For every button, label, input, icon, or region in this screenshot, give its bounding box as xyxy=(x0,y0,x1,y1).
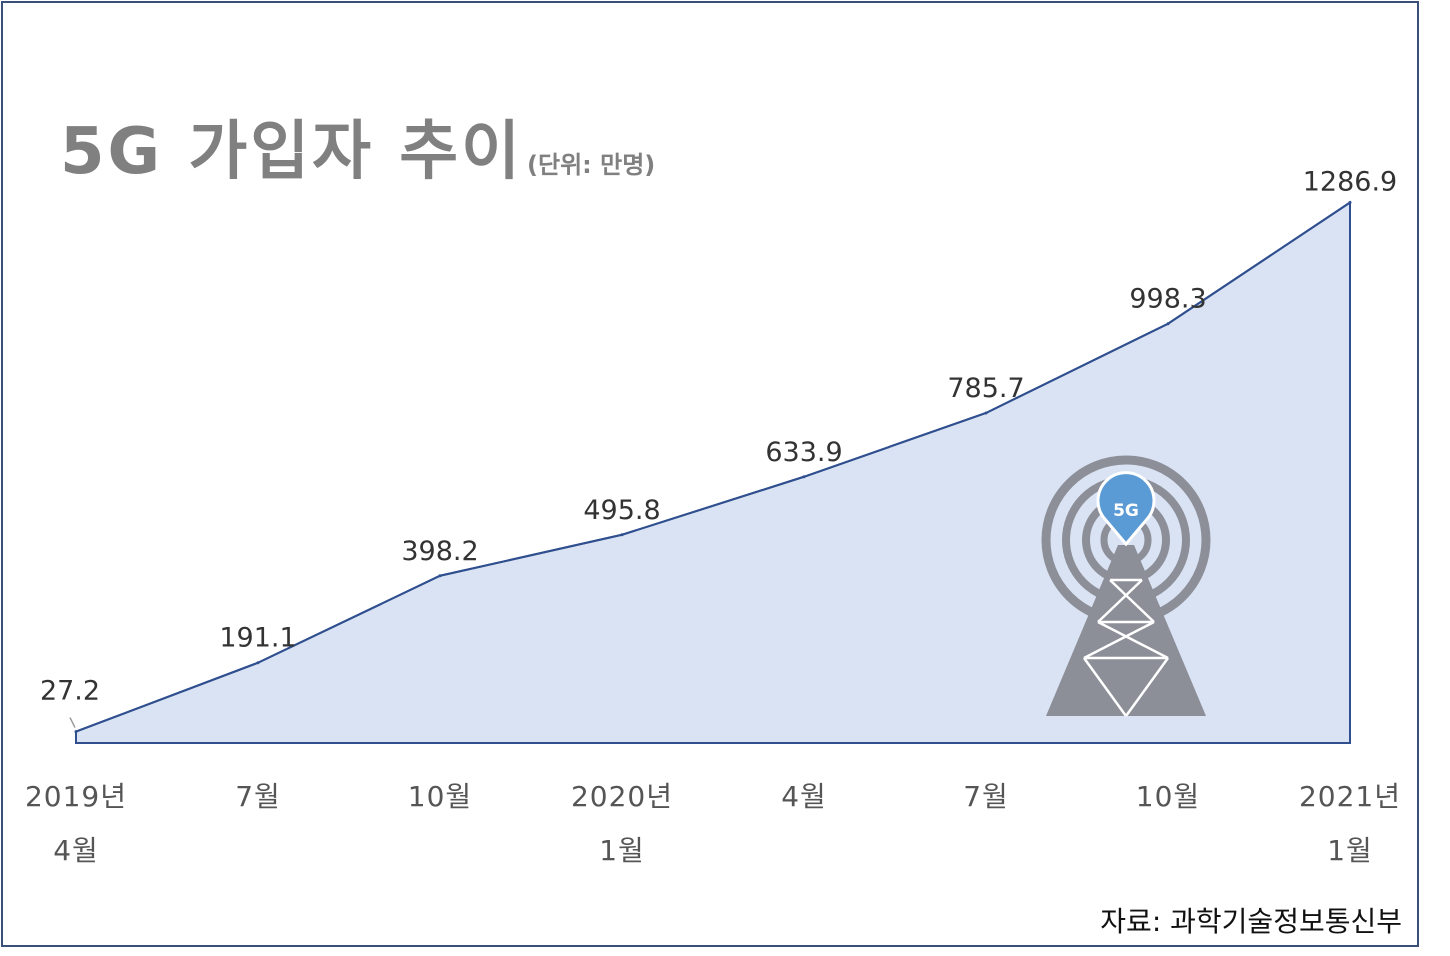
5g-badge-text: 5G xyxy=(1113,501,1139,521)
leader-line xyxy=(69,717,76,728)
data-label: 1286.9 xyxy=(1303,167,1397,198)
x-tick-label: 4월 xyxy=(781,780,827,813)
series-line xyxy=(75,201,1351,733)
x-tick-label: 2021년 1월 xyxy=(1299,780,1401,867)
data-point xyxy=(620,533,624,537)
data-label: 191.1 xyxy=(219,623,296,654)
x-tick-label: 2019년 4월 xyxy=(25,780,127,867)
x-tick-label: 7월 xyxy=(963,780,1009,813)
data-point xyxy=(256,661,260,665)
x-tick-label: 2020년 1월 xyxy=(571,780,673,867)
data-label: 495.8 xyxy=(583,495,660,526)
chart-title-block: 5G 가입자 추이 (단위: 만명) xyxy=(60,100,655,192)
x-tick-label: 7월 xyxy=(235,780,281,813)
5g-tower-icon: 5G xyxy=(1041,455,1211,717)
data-label: 785.7 xyxy=(947,373,1024,404)
data-point xyxy=(1348,201,1352,205)
data-point xyxy=(74,730,78,734)
data-label: 27.2 xyxy=(40,676,100,707)
unit-label: (단위: 만명) xyxy=(527,151,656,179)
data-point xyxy=(1166,322,1170,326)
data-label: 998.3 xyxy=(1129,284,1206,315)
data-label: 398.2 xyxy=(401,536,478,567)
data-point xyxy=(984,411,988,415)
data-label: 633.9 xyxy=(765,437,842,468)
data-point xyxy=(802,475,806,479)
chart-title: 5G 가입자 추이 xyxy=(60,115,524,189)
data-point xyxy=(438,574,442,578)
x-tick-label: 10월 xyxy=(1136,780,1200,813)
x-tick-label: 10월 xyxy=(408,780,472,813)
source-note: 자료: 과학기술정보통신부 xyxy=(1100,905,1402,938)
